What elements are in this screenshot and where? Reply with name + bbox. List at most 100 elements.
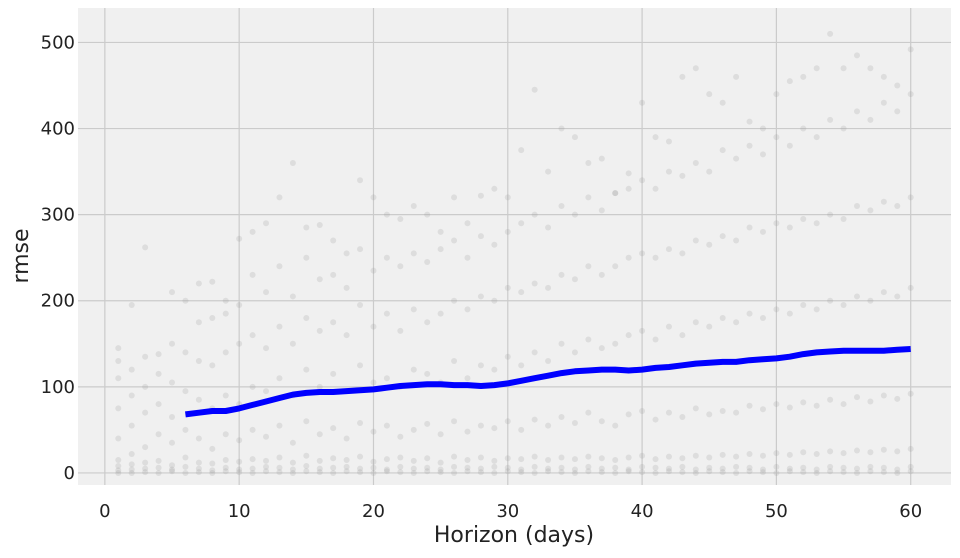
scatter-point xyxy=(786,78,793,85)
scatter-point xyxy=(249,426,256,433)
scatter-point xyxy=(531,86,538,93)
scatter-point xyxy=(263,388,270,395)
y-tick-labels: 0 100 200 300 400 500 xyxy=(41,32,75,484)
scatter-point xyxy=(370,464,377,471)
scatter-point xyxy=(504,284,511,291)
scatter-point xyxy=(679,463,686,470)
scatter-point xyxy=(343,457,350,464)
scatter-point xyxy=(786,451,793,458)
scatter-point xyxy=(491,185,498,192)
scatter-point xyxy=(424,468,431,475)
scatter-point xyxy=(679,73,686,80)
scatter-point xyxy=(263,289,270,296)
scatter-point xyxy=(383,375,390,382)
scatter-point xyxy=(370,194,377,201)
scatter-point xyxy=(451,418,458,425)
scatter-point xyxy=(316,327,323,334)
x-tick-label: 60 xyxy=(899,501,922,522)
scatter-point xyxy=(330,237,337,244)
scatter-point xyxy=(558,413,565,420)
scatter-point xyxy=(853,469,860,476)
scatter-point xyxy=(652,416,659,423)
scatter-point xyxy=(773,469,780,476)
scatter-point xyxy=(518,147,525,154)
scatter-point xyxy=(907,445,914,452)
scatter-point xyxy=(598,271,605,278)
scatter-point xyxy=(545,468,552,475)
scatter-point xyxy=(625,254,632,261)
scatter-point xyxy=(625,185,632,192)
scatter-point xyxy=(692,452,699,459)
scatter-point xyxy=(316,276,323,283)
scatter-point xyxy=(894,466,901,473)
scatter-point xyxy=(169,468,176,475)
scatter-point xyxy=(357,465,364,472)
scatter-point xyxy=(652,134,659,141)
scatter-point xyxy=(598,345,605,352)
scatter-point xyxy=(128,366,135,373)
scatter-point xyxy=(128,302,135,309)
scatter-point xyxy=(142,459,149,466)
scatter-point xyxy=(773,463,780,470)
scatter-point xyxy=(759,406,766,413)
scatter-point xyxy=(665,468,672,475)
scatter-point xyxy=(746,142,753,149)
scatter-point xyxy=(504,194,511,201)
scatter-point xyxy=(625,466,632,473)
scatter-point xyxy=(652,456,659,463)
scatter-point xyxy=(222,457,229,464)
scatter-point xyxy=(867,449,874,456)
scatter-point xyxy=(786,224,793,231)
scatter-point xyxy=(410,306,417,313)
scatter-point xyxy=(303,314,310,321)
scatter-point xyxy=(746,464,753,471)
scatter-point xyxy=(894,395,901,402)
scatter-point xyxy=(343,463,350,470)
scatter-point xyxy=(558,454,565,461)
scatter-point xyxy=(518,220,525,227)
scatter-point xyxy=(357,453,364,460)
scatter-point xyxy=(531,469,538,476)
scatter-point xyxy=(222,310,229,317)
scatter-point xyxy=(155,431,162,438)
scatter-point xyxy=(759,314,766,321)
scatter-points xyxy=(115,30,914,476)
scatter-point xyxy=(316,457,323,464)
scatter-point xyxy=(263,345,270,352)
scatter-point xyxy=(598,207,605,214)
scatter-point xyxy=(706,411,713,418)
scatter-point xyxy=(518,466,525,473)
scatter-point xyxy=(612,263,619,270)
scatter-point xyxy=(719,469,726,476)
scatter-point xyxy=(424,370,431,377)
scatter-point xyxy=(169,340,176,347)
scatter-point xyxy=(410,469,417,476)
scatter-point xyxy=(867,116,874,123)
scatter-point xyxy=(437,310,444,317)
scatter-point xyxy=(894,108,901,115)
scatter-point xyxy=(383,422,390,429)
scatter-point xyxy=(800,464,807,471)
scatter-point xyxy=(867,297,874,304)
scatter-point xyxy=(733,463,740,470)
scatter-point xyxy=(773,220,780,227)
scatter-point xyxy=(451,463,458,470)
scatter-point xyxy=(853,394,860,401)
scatter-point xyxy=(222,431,229,438)
scatter-point xyxy=(424,455,431,462)
scatter-point xyxy=(289,159,296,166)
scatter-point xyxy=(692,237,699,244)
scatter-point xyxy=(598,469,605,476)
scatter-point xyxy=(585,409,592,416)
scatter-point xyxy=(692,405,699,412)
scatter-point xyxy=(289,340,296,347)
scatter-point xyxy=(639,99,646,106)
scatter-point xyxy=(853,108,860,115)
scatter-point xyxy=(128,469,135,476)
scatter-point xyxy=(545,168,552,175)
y-axis-label: rmse xyxy=(9,228,34,283)
scatter-point xyxy=(692,65,699,72)
scatter-point xyxy=(786,310,793,317)
scatter-point xyxy=(652,469,659,476)
scatter-point xyxy=(571,466,578,473)
